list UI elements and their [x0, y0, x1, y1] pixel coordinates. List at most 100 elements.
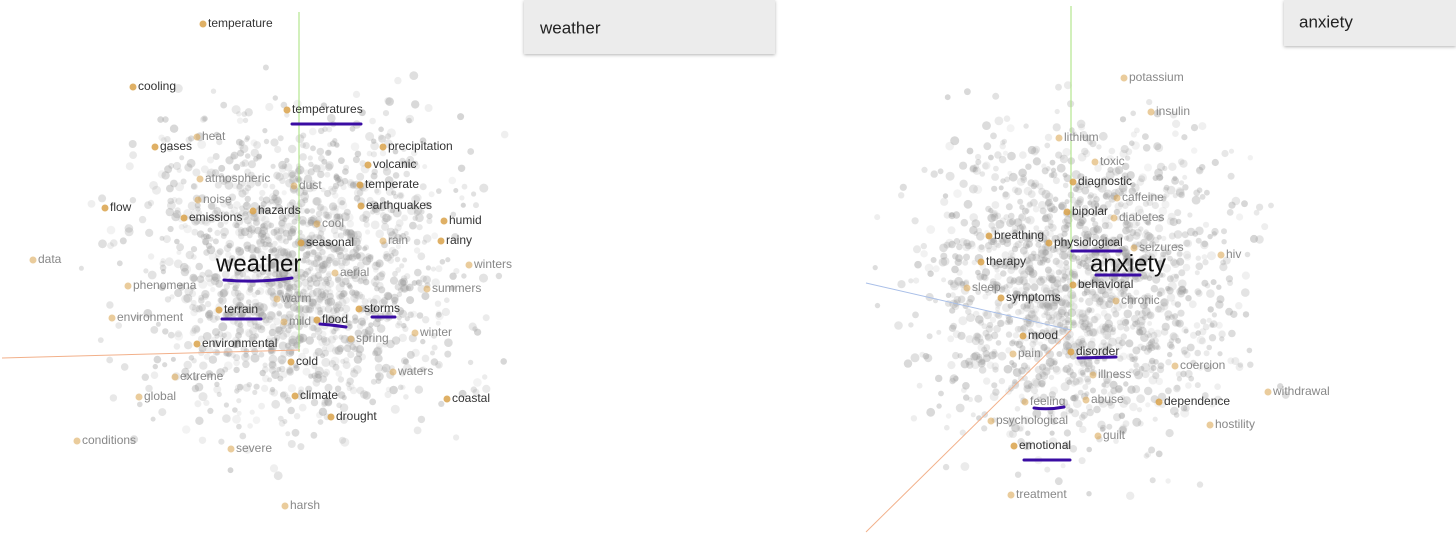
point [214, 249, 223, 258]
search-box[interactable] [1284, 0, 1456, 46]
point [459, 195, 465, 201]
point [1176, 251, 1183, 258]
point [1201, 240, 1209, 248]
point [243, 216, 252, 225]
point [1038, 294, 1046, 303]
point [309, 208, 316, 214]
point [1019, 151, 1027, 159]
point [912, 311, 919, 319]
point [169, 294, 175, 300]
point [1035, 241, 1042, 248]
point [1097, 208, 1103, 215]
point [224, 180, 234, 190]
point [1150, 284, 1159, 293]
point [1034, 237, 1041, 243]
point [1199, 164, 1206, 171]
point [926, 333, 933, 340]
point [198, 436, 207, 444]
point [255, 153, 262, 160]
point [258, 351, 265, 358]
point [1118, 191, 1125, 197]
point [1122, 396, 1131, 405]
point [304, 207, 311, 214]
point [1142, 133, 1149, 141]
point [1076, 243, 1082, 249]
point [1077, 389, 1084, 396]
point [308, 289, 317, 298]
point [988, 351, 997, 360]
point [223, 402, 229, 408]
point [279, 208, 285, 214]
point [262, 183, 268, 189]
point [1107, 178, 1113, 184]
search-text[interactable]: anxiety [1299, 12, 1353, 31]
point [250, 229, 256, 235]
point [273, 317, 281, 326]
point [1081, 290, 1088, 297]
point [310, 274, 319, 283]
point [1084, 391, 1090, 397]
point [293, 177, 299, 184]
point [341, 177, 349, 185]
point [129, 151, 138, 160]
point [343, 164, 350, 171]
point [223, 283, 230, 290]
point [386, 215, 393, 221]
point [406, 296, 415, 305]
point [1130, 324, 1136, 330]
point [249, 281, 256, 288]
point [1162, 263, 1172, 273]
point [350, 367, 356, 373]
point [1123, 220, 1129, 226]
point [1003, 239, 1012, 248]
point [1242, 311, 1250, 318]
point [1164, 310, 1173, 319]
point [251, 298, 260, 307]
point [1099, 204, 1107, 213]
point [1210, 279, 1217, 286]
point [984, 288, 990, 294]
point [1122, 245, 1129, 252]
point [1006, 218, 1015, 228]
point [479, 273, 488, 283]
point [438, 400, 445, 407]
point [147, 253, 155, 260]
point [379, 212, 387, 219]
point [268, 260, 277, 269]
point [1011, 379, 1020, 388]
point [1047, 336, 1057, 345]
point [1045, 326, 1052, 332]
point [356, 386, 365, 395]
point [1115, 342, 1123, 350]
point [292, 275, 300, 283]
point [979, 171, 986, 177]
point [196, 210, 203, 216]
point [1103, 252, 1111, 261]
point [192, 375, 199, 382]
point [1221, 228, 1227, 235]
point [1100, 233, 1109, 241]
search-text[interactable]: weather [539, 18, 601, 37]
point [972, 310, 980, 318]
search-box[interactable] [524, 0, 775, 54]
point [1042, 256, 1048, 262]
point [326, 149, 332, 156]
point [1048, 409, 1056, 416]
point [145, 228, 154, 237]
point [1123, 309, 1133, 319]
point [319, 291, 327, 299]
point [1032, 145, 1041, 154]
point [243, 241, 252, 250]
point [375, 259, 384, 268]
point [1084, 267, 1092, 275]
point [393, 193, 399, 199]
point [346, 220, 354, 228]
point [1180, 408, 1190, 418]
point [350, 181, 357, 188]
point [1144, 386, 1153, 396]
point [236, 183, 243, 190]
point [268, 262, 275, 269]
point [445, 257, 451, 263]
point [500, 358, 508, 365]
point [220, 178, 228, 185]
